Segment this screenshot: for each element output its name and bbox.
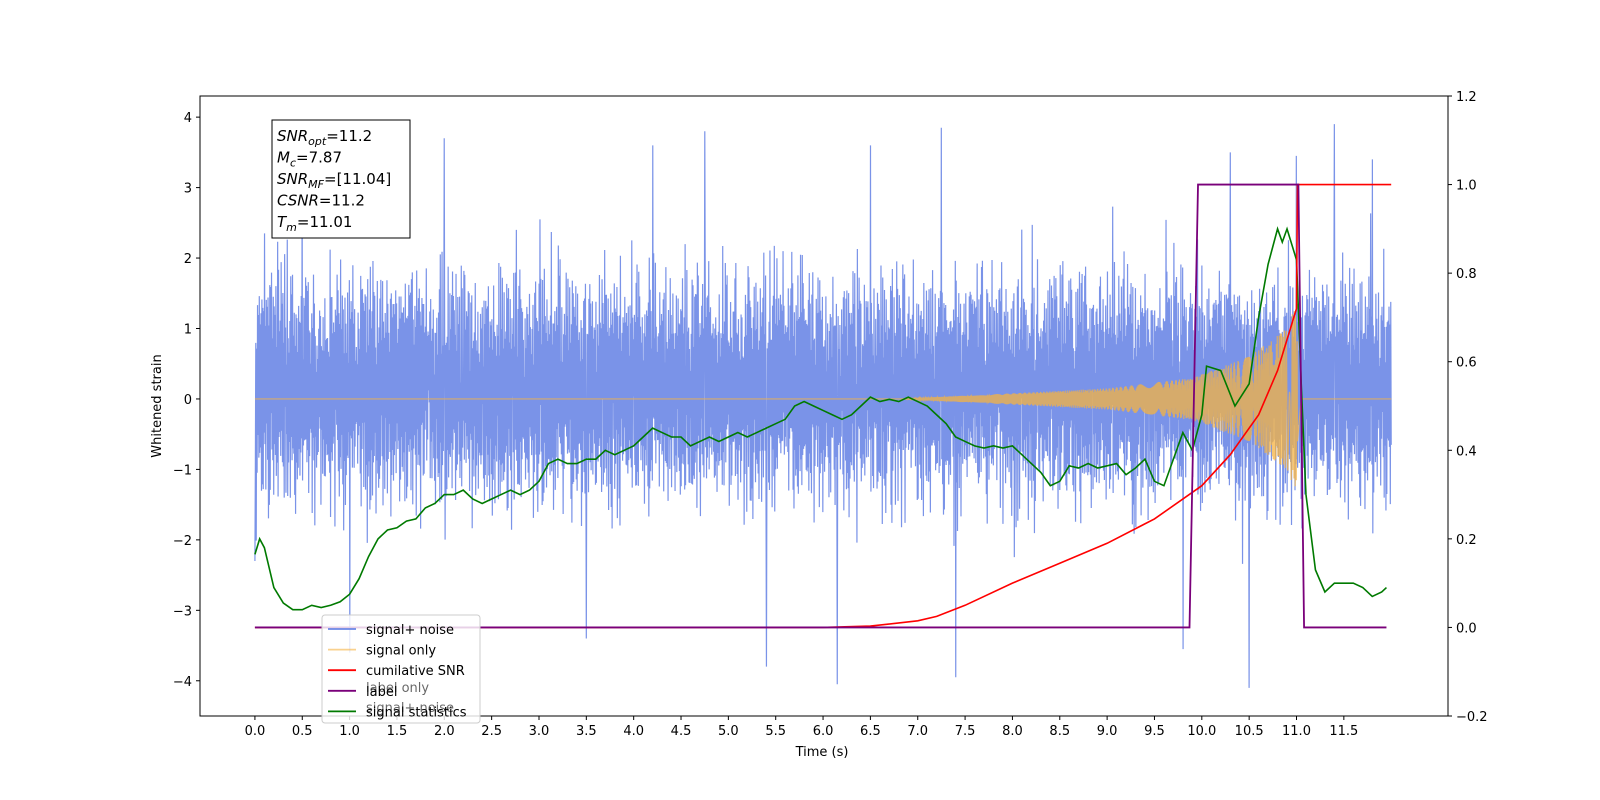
y-tick-label: 3 (184, 182, 192, 197)
y2-tick-label: 0.6 (1456, 356, 1477, 371)
legend-entry-label: label (366, 685, 397, 700)
x-tick-label: 10.5 (1235, 724, 1264, 739)
x-tick-label: 7.0 (907, 724, 928, 739)
legend-hidden-text: label only (366, 681, 429, 696)
legend-hidden-text: signal+ noise (366, 701, 454, 716)
cumulative-snr-line (254, 183, 1392, 629)
y-axis-label: Whitened strain (150, 354, 165, 457)
y-tick-label: 1 (184, 323, 192, 338)
x-tick-label: 10.0 (1187, 724, 1216, 739)
legend-frame (321, 614, 481, 724)
x-tick-label: 5.5 (765, 724, 786, 739)
x-tick-label: 3.0 (529, 724, 550, 739)
x-axis-ticks: 0.0 0.5 1.0 1.5 2.0 2.5 3.0 3.5 4.0 4.5 5.0 5.5 6.0 6… (245, 716, 1358, 739)
series-signal-only (254, 311, 1392, 487)
annotation-frame (271, 119, 411, 239)
plot-frame (199, 95, 1449, 717)
legend-entry-label: cumilative SNR (366, 664, 465, 679)
signal-only-line (254, 311, 1392, 487)
x-tick-label: 9.5 (1144, 724, 1165, 739)
y2-tick-label: 0.4 (1456, 444, 1477, 459)
x-tick-label: 2.5 (481, 724, 502, 739)
y-tick-label: −3 (173, 604, 192, 619)
y2-tick-label: −0.2 (1456, 710, 1488, 725)
signal-noise-line (254, 124, 1392, 688)
plot-area (254, 124, 1392, 688)
x-tick-label: 1.5 (387, 724, 408, 739)
x-tick-label: 8.5 (1049, 724, 1070, 739)
y-tick-label: 2 (184, 252, 192, 267)
x-tick-label: 4.5 (671, 724, 692, 739)
legend-entry-label: signal statistics (366, 705, 467, 720)
x-tick-label: 7.5 (955, 724, 976, 739)
annotation-line: Mc=7.87 (277, 149, 342, 170)
x-tick-label: 6.0 (813, 724, 834, 739)
x-axis-label: Time (s) (795, 745, 849, 760)
x-tick-label: 0.0 (245, 724, 266, 739)
series-signal-noise (254, 124, 1392, 688)
y-tick-label: −1 (173, 463, 192, 478)
y2-tick-label: 1.2 (1456, 90, 1477, 105)
annotation-line: SNRopt=11.2 (277, 127, 372, 148)
x-tick-label: 11.0 (1282, 724, 1311, 739)
annotation-line: Tm=11.01 (277, 213, 352, 234)
y2-axis-ticks: 1.2 1.0 0.8 0.6 0.4 0.2 0.0 −0.2 (1448, 90, 1488, 725)
annotation-line: SNRMF=[11.04] (277, 170, 391, 191)
signal-statistics-line (254, 226, 1387, 611)
x-tick-label: 11.5 (1329, 724, 1358, 739)
y-tick-label: −2 (173, 534, 192, 549)
y-axis-ticks: 4 3 2 1 0 −1 −2 −3 −4 (173, 111, 200, 690)
y2-tick-label: 0.8 (1456, 267, 1477, 282)
x-tick-label: 3.5 (576, 724, 597, 739)
metrics-annotation-box: SNRopt=11.2Mc=7.87SNRMF=[11.04]CSNR=11.2… (271, 119, 411, 239)
x-tick-label: 5.0 (718, 724, 739, 739)
x-tick-label: 9.0 (1097, 724, 1118, 739)
label-line (254, 183, 1387, 629)
y-tick-label: 4 (184, 111, 192, 126)
legend-entry-label: signal only (366, 644, 436, 659)
y2-tick-label: 0.2 (1456, 533, 1477, 548)
x-tick-label: 8.0 (1002, 724, 1023, 739)
y2-tick-label: 1.0 (1456, 179, 1477, 194)
y2-tick-label: 0.0 (1456, 621, 1477, 636)
y-tick-label: 0 (184, 393, 192, 408)
x-tick-label: 2.0 (434, 724, 455, 739)
x-tick-label: 4.0 (623, 724, 644, 739)
series-cumulative-snr (254, 183, 1392, 629)
series-signal-statistics (254, 226, 1387, 611)
annotation-line: CSNR=11.2 (277, 192, 365, 210)
series-label (254, 183, 1387, 629)
x-tick-label: 6.5 (860, 724, 881, 739)
y-tick-label: −4 (173, 675, 192, 690)
legend-entry-label: signal+ noise (366, 623, 454, 638)
x-tick-label: 0.5 (292, 724, 313, 739)
x-tick-label: 1.0 (339, 724, 360, 739)
